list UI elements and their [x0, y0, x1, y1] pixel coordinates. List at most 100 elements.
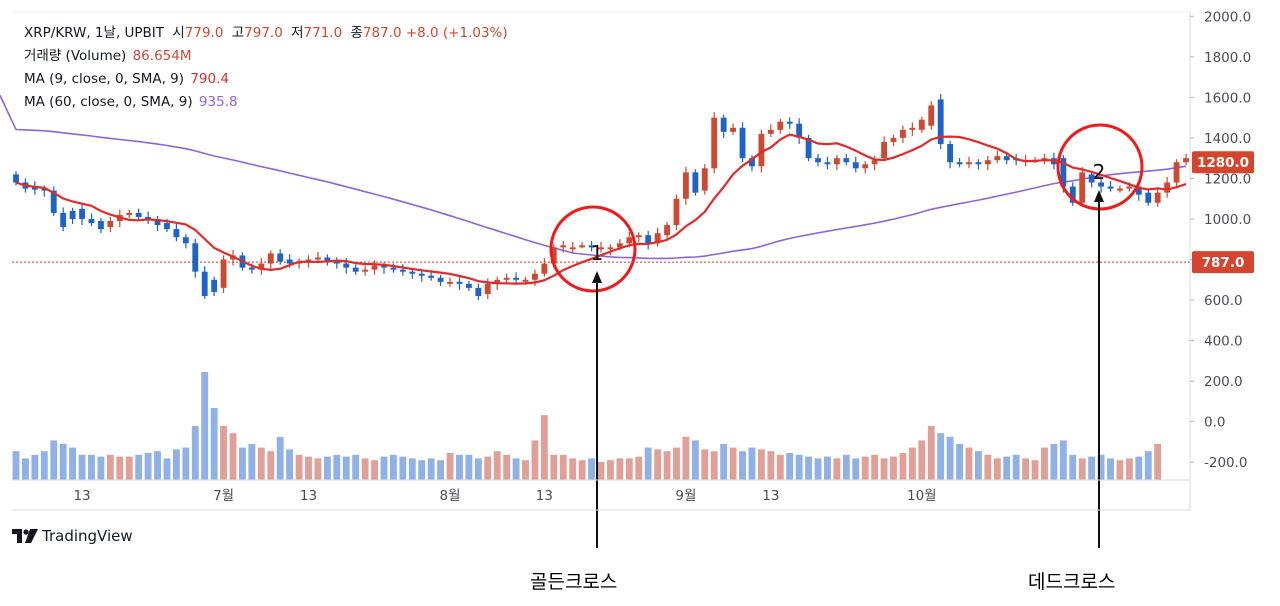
candle-body — [928, 105, 935, 126]
volume-bar — [701, 449, 709, 480]
volume-bar — [1116, 460, 1124, 480]
candle-body — [598, 247, 604, 250]
candle-body — [796, 123, 803, 138]
legend-volume-row[interactable]: 거래량 (Volume) 86.654M — [24, 45, 508, 68]
volume-bar — [767, 451, 775, 480]
volume-bar — [437, 460, 445, 480]
candle-body — [664, 225, 670, 236]
legend-ma9-row[interactable]: MA (9, close, 0, SMA, 9) 790.4 — [24, 68, 508, 91]
brand-label: TradingView — [42, 527, 133, 545]
volume-bar — [493, 451, 501, 480]
volume-bar — [540, 415, 548, 480]
volume-bar — [50, 440, 58, 480]
volume-bar — [276, 436, 284, 480]
volume-bar — [210, 408, 218, 480]
candle-body — [758, 133, 765, 167]
candle-body — [126, 212, 133, 215]
volume-value: 86.654M — [132, 48, 192, 64]
volume-bar — [597, 462, 605, 480]
ma60-price-label-bg — [1192, 151, 1254, 174]
volume-bar — [154, 451, 161, 480]
golden-cross-caption: 골든크로스 — [530, 571, 618, 593]
volume-bar — [607, 460, 614, 480]
candle-body — [97, 221, 104, 230]
candle-body — [13, 174, 19, 183]
x-tick-label: 8월 — [440, 488, 461, 504]
candles — [13, 93, 1189, 301]
volume-bar — [97, 456, 105, 480]
candle-body — [833, 158, 840, 165]
volume-bar — [1012, 454, 1020, 480]
candle-body — [749, 158, 755, 167]
volume-bar — [22, 458, 29, 480]
volume-bar — [144, 453, 152, 480]
tradingview-icon — [12, 529, 38, 543]
candle-body — [862, 164, 869, 169]
y-tick-label: 1800.0 — [1204, 50, 1251, 66]
candle-body — [1098, 182, 1105, 187]
candle-body — [739, 127, 746, 159]
volume-bar — [248, 444, 256, 480]
candle-body — [173, 229, 180, 238]
annotations: 12 — [549, 123, 1144, 548]
symbol-label[interactable]: XRP/KRW, 1날, UPBIT — [24, 25, 165, 41]
volume-bar — [588, 458, 595, 480]
candle-body — [352, 267, 359, 272]
candle-body — [966, 162, 972, 165]
volume-bar — [305, 456, 312, 480]
volume-bar — [239, 447, 246, 480]
candle-body — [881, 141, 887, 159]
volume-bar — [125, 456, 133, 480]
volume-bar — [418, 460, 426, 480]
open-label: 시 — [172, 25, 185, 41]
volume-bar — [1135, 456, 1143, 480]
volume-bar — [974, 451, 982, 480]
volume-bar — [286, 449, 294, 480]
candle-body — [1154, 192, 1161, 203]
candle-body — [532, 273, 538, 280]
volume-bar — [323, 456, 331, 480]
legend-ma60-row[interactable]: MA (60, close, 0, SMA, 9) 935.8 — [24, 91, 508, 114]
high-label: 고 — [231, 25, 245, 41]
volume-bar — [512, 458, 520, 480]
tradingview-logo[interactable]: TradingView — [12, 527, 133, 545]
y-tick-label: 1200.0 — [1204, 171, 1251, 187]
candle-body — [315, 257, 321, 260]
volume-bar — [1003, 456, 1011, 480]
volume-bar — [729, 447, 737, 480]
candle-body — [494, 279, 501, 284]
candle-body — [871, 160, 878, 165]
volume-bar — [899, 453, 907, 480]
volume-bar — [833, 458, 841, 480]
candle-body — [984, 160, 991, 165]
last-price-label-bg — [1192, 251, 1254, 274]
volume-bar — [1069, 454, 1077, 480]
volume-bar — [682, 436, 690, 480]
y-tick-label: 200.0 — [1204, 374, 1243, 390]
x-tick-label: 13 — [300, 488, 317, 504]
candle-body — [1060, 158, 1067, 187]
high-value: 797.0 — [244, 25, 283, 41]
candle-body — [371, 265, 378, 270]
candle-body — [1164, 182, 1171, 193]
candle-body — [645, 235, 652, 244]
volume-bar — [871, 454, 879, 480]
volume-bar — [1154, 444, 1162, 480]
x-tick-label: 13 — [536, 488, 553, 504]
volume-bar — [908, 447, 916, 480]
volume-bar — [691, 440, 699, 480]
close-value: 787.0 — [362, 25, 402, 41]
candle-body — [475, 287, 482, 297]
volume-bar — [748, 447, 756, 480]
low-label: 저 — [291, 25, 304, 41]
candle-body — [1069, 186, 1076, 203]
candle-body — [88, 218, 95, 224]
candle-body — [560, 245, 567, 248]
candle-body — [588, 245, 595, 248]
candle-body — [409, 271, 416, 274]
volume-bar — [1031, 460, 1039, 480]
candle-body — [522, 279, 529, 282]
candle-body — [220, 259, 227, 288]
volume-bar — [1078, 458, 1086, 480]
